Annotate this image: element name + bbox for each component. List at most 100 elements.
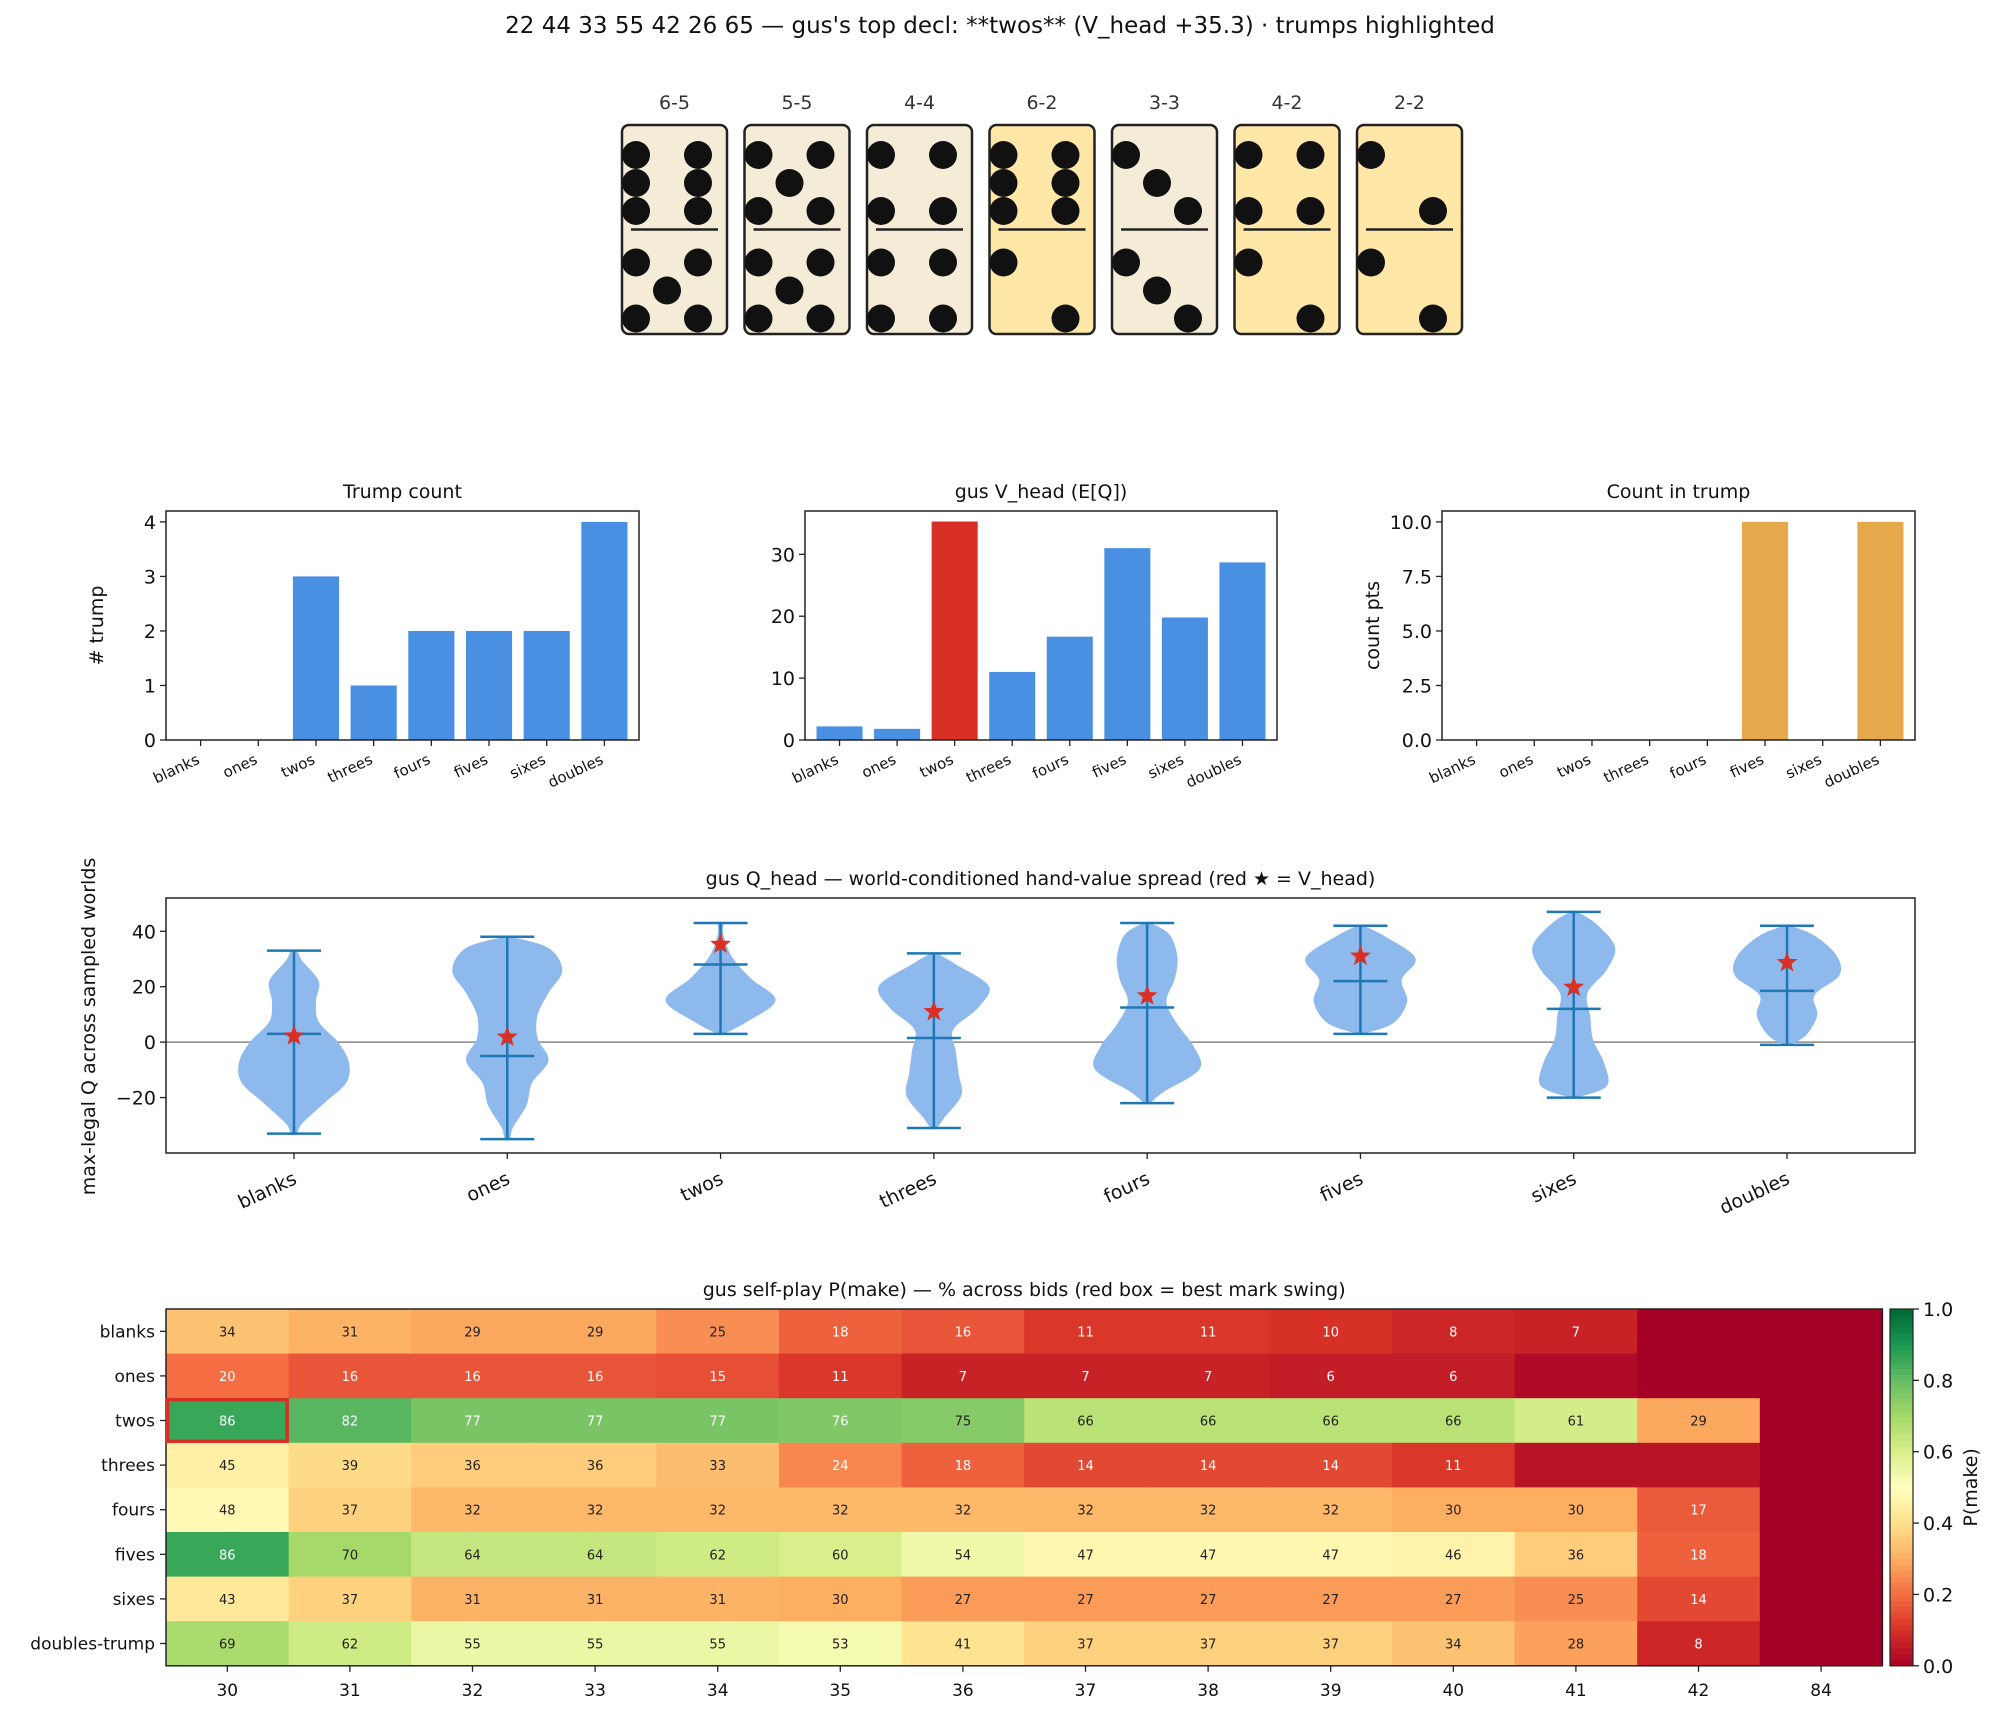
v-head-star: [1136, 984, 1158, 1005]
x-tick-label: fours: [391, 750, 433, 782]
heat-cell: [288, 1576, 412, 1622]
heat-cell-label: 27: [1322, 1593, 1339, 1608]
heat-cell: [1024, 1309, 1148, 1355]
heat-cell-label: 25: [1568, 1593, 1585, 1608]
domino-pip: [929, 248, 957, 277]
heat-cell-label: 54: [955, 1548, 972, 1563]
colorbar-segment: [1890, 1624, 1913, 1631]
colorbar-segment: [1890, 1356, 1913, 1364]
heat-cell: [656, 1442, 780, 1488]
x-tick-label: twos: [278, 750, 318, 781]
domino-pip: [989, 197, 1018, 225]
bar: [581, 521, 628, 740]
domino-tile: 6-5: [620, 92, 729, 336]
heat-cell: [1514, 1532, 1638, 1578]
heat-cell-label: 27: [955, 1593, 972, 1608]
heat-cell-label: 66: [1200, 1415, 1217, 1430]
bar: [1219, 562, 1266, 740]
colorbar-segment: [1890, 1338, 1913, 1346]
chart-title: gus self-play P(make) — % across bids (r…: [703, 1279, 1346, 1301]
heat-cell: [656, 1309, 780, 1355]
domino-pip: [806, 304, 835, 333]
q-head-violin-chart: gus Q_head — world-conditioned hand-valu…: [78, 858, 1916, 1219]
col-label: 41: [1565, 1681, 1587, 1701]
domino-pip: [929, 141, 957, 169]
heat-cell-label: 75: [955, 1415, 972, 1430]
heat-cell: [166, 1532, 290, 1578]
heat-cell-label: 32: [1077, 1504, 1094, 1519]
heat-cell: [779, 1576, 903, 1622]
x-tick-label: threes: [963, 750, 1014, 786]
heat-cell: [656, 1487, 780, 1533]
heat-cell: [656, 1621, 780, 1667]
plot-frame: [165, 897, 1916, 1154]
domino-pip: [744, 141, 773, 169]
domino-label: 4-2: [1271, 92, 1302, 114]
heat-cell: [779, 1621, 903, 1667]
colorbar-segment: [1890, 1332, 1913, 1340]
colorbar-segment: [1890, 1457, 1913, 1465]
domino-pip: [1234, 197, 1263, 225]
heat-cell-label: 47: [1322, 1548, 1339, 1563]
domino-pip: [775, 169, 804, 197]
heat-cell: [1024, 1487, 1148, 1533]
colorbar-segment: [1890, 1642, 1913, 1649]
x-tick-label: sixes: [1145, 750, 1187, 782]
bar: [350, 685, 397, 740]
col-label: 40: [1442, 1681, 1464, 1701]
heat-cell: [779, 1487, 903, 1533]
heat-cell: [1637, 1398, 1761, 1444]
domino-pip: [867, 248, 895, 277]
trump-count-chart: Trump count 0 1 2 3 4 blanks ones twos threes four…: [86, 481, 640, 792]
v-head-star: [923, 1000, 945, 1021]
heat-cell-label: 32: [587, 1504, 604, 1519]
v-head-star: [496, 1026, 518, 1047]
heat-cell: [1146, 1442, 1270, 1488]
colorbar-tick-label: 0.8: [1923, 1370, 1953, 1392]
colorbar-segment: [1890, 1618, 1913, 1625]
x-tick-label: ones: [1496, 750, 1536, 781]
domino-pip: [684, 304, 712, 333]
heat-cell: [1146, 1353, 1270, 1399]
heat-cell: [1146, 1621, 1270, 1667]
colorbar-segment: [1890, 1653, 1913, 1661]
y-tick-label: 40: [132, 921, 156, 943]
heat-cell-label: 53: [832, 1638, 849, 1653]
col-label: 37: [1075, 1681, 1097, 1701]
domino-pip: [684, 248, 712, 277]
bar: [1104, 548, 1151, 740]
heat-cell: [1269, 1442, 1393, 1488]
heat-cell: [1024, 1621, 1148, 1667]
heat-cell-label: 77: [587, 1415, 604, 1430]
heat-cell-label: 36: [1568, 1548, 1585, 1563]
colorbar-segment: [1890, 1606, 1913, 1613]
heat-cell: [1759, 1576, 1883, 1622]
heat-cell-label: 17: [1690, 1504, 1707, 1519]
y-axis-label: max-legal Q across sampled worlds: [78, 858, 100, 1196]
colorbar-segment: [1890, 1475, 1913, 1483]
y-tick-label: 5.0: [1402, 621, 1432, 643]
y-tick-label: 4: [144, 512, 156, 534]
heat-cell-label: 30: [832, 1593, 849, 1608]
heat-cell-label: 29: [1690, 1415, 1707, 1430]
heat-cell-label: 6: [1327, 1370, 1335, 1385]
heat-cell: [1637, 1576, 1761, 1622]
bar: [874, 728, 921, 740]
heat-cell: [411, 1621, 535, 1667]
heat-cell: [1637, 1621, 1761, 1667]
heat-cell-label: 47: [1200, 1548, 1217, 1563]
heat-cell-label: 14: [1200, 1459, 1217, 1474]
heat-cell: [779, 1353, 903, 1399]
y-tick-label: 2.5: [1402, 675, 1432, 697]
colorbar-segment: [1890, 1445, 1913, 1453]
heat-cell-label: 70: [342, 1548, 359, 1563]
domino-label: 6-5: [659, 92, 690, 114]
heat-cell: [1146, 1576, 1270, 1622]
heat-cell-label: 32: [1200, 1504, 1217, 1519]
heat-cell: [1024, 1353, 1148, 1399]
colorbar-segment: [1890, 1546, 1913, 1554]
colorbar-segment: [1890, 1511, 1913, 1518]
domino-pip: [989, 248, 1018, 277]
heat-cell: [1759, 1621, 1883, 1667]
heat-cell-label: 37: [1322, 1638, 1339, 1653]
